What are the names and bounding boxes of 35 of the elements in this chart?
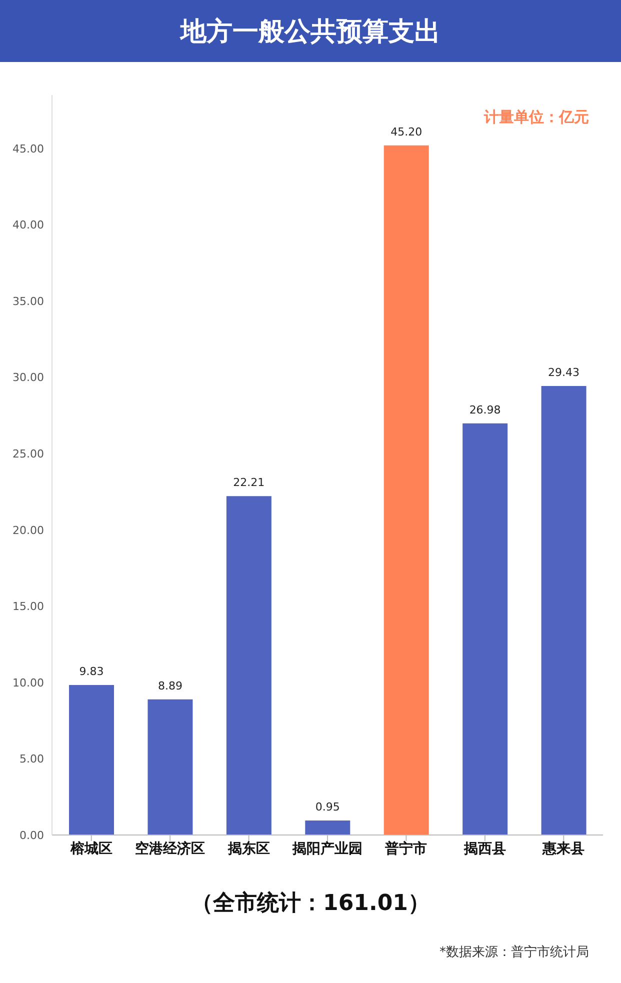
y-tick-label: 15.00 bbox=[12, 600, 44, 614]
data-label: 22.21 bbox=[233, 476, 265, 490]
data-label: 29.43 bbox=[548, 366, 580, 379]
y-tick-label: 20.00 bbox=[12, 524, 44, 537]
bar bbox=[148, 699, 193, 835]
y-tick-label: 30.00 bbox=[12, 371, 44, 384]
annotation: 计量单位：亿元 bbox=[484, 108, 589, 127]
bar bbox=[226, 496, 272, 835]
x-tick-label: 揭西县 bbox=[462, 840, 506, 857]
x-tick-label: 榕城区 bbox=[69, 840, 112, 857]
data-label: 8.89 bbox=[158, 679, 182, 692]
bar bbox=[305, 820, 350, 835]
y-tick-label: 0.00 bbox=[20, 828, 44, 842]
bar bbox=[384, 145, 429, 835]
bar bbox=[541, 386, 586, 835]
x-tick-label: 惠来县 bbox=[542, 840, 585, 857]
y-tick-label: 25.00 bbox=[12, 447, 44, 460]
chart-title: 地方一般公共预算支出 bbox=[0, 0, 621, 62]
y-tick-label: 5.00 bbox=[20, 752, 44, 766]
y-tick-label: 40.00 bbox=[12, 218, 44, 232]
data-label: 0.95 bbox=[315, 800, 340, 814]
text: （全市统计：161.01） bbox=[190, 890, 431, 918]
bar bbox=[69, 685, 114, 835]
bar bbox=[462, 423, 508, 835]
x-tick-label: 揭阳产业园 bbox=[292, 840, 362, 857]
x-tick-label: 揭东区 bbox=[226, 840, 270, 857]
data-label: 45.20 bbox=[390, 125, 422, 138]
y-tick-label: 45.00 bbox=[12, 142, 44, 156]
x-tick-label: 普宁市 bbox=[384, 840, 428, 857]
text: *数据来源：普宁市统计局 bbox=[440, 944, 589, 961]
y-tick-label: 35.00 bbox=[12, 294, 44, 308]
data-label: 9.83 bbox=[79, 665, 104, 678]
x-tick-label: 空港经济区 bbox=[135, 840, 206, 857]
data-label: 26.98 bbox=[469, 403, 501, 416]
y-tick-label: 10.00 bbox=[12, 676, 44, 690]
